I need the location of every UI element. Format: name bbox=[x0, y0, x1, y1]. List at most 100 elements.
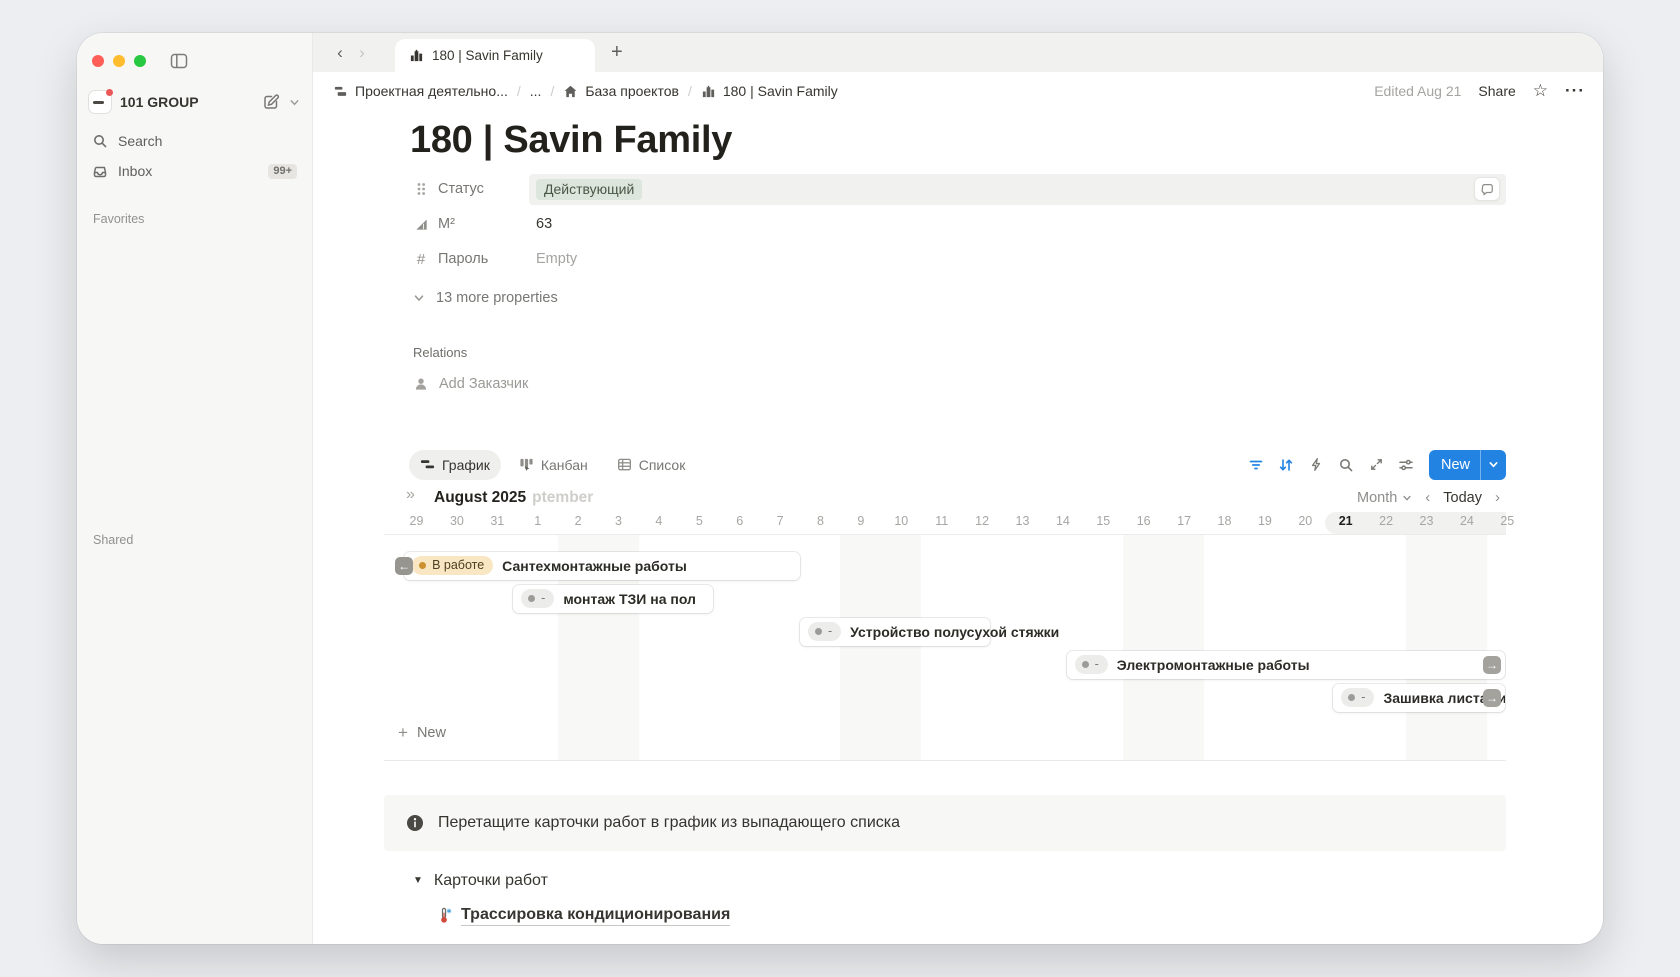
add-relation-row[interactable]: Add Заказчик bbox=[413, 368, 1506, 400]
date-cell[interactable]: 10 bbox=[894, 513, 909, 528]
date-cell[interactable]: 30 bbox=[449, 513, 464, 528]
search-icon[interactable] bbox=[1333, 451, 1360, 478]
page-link-label[interactable]: Трассировка кондиционирования bbox=[461, 906, 731, 926]
date-cell[interactable]: 7 bbox=[776, 513, 784, 528]
date-cell[interactable]: 21 bbox=[1338, 513, 1353, 528]
expand-icon[interactable] bbox=[1363, 451, 1390, 478]
property-row-m2[interactable]: М² 63 bbox=[413, 207, 1506, 242]
breadcrumb-separator: / bbox=[516, 83, 521, 99]
building-icon bbox=[701, 84, 716, 99]
timeline-scale-select[interactable]: Month bbox=[1357, 490, 1412, 506]
zoom-window-button[interactable] bbox=[134, 55, 146, 67]
view-tab-timeline[interactable]: График bbox=[409, 449, 501, 480]
view-settings-icon[interactable] bbox=[1393, 451, 1420, 478]
more-properties-toggle[interactable]: 13 more properties bbox=[413, 281, 1506, 315]
favorite-star-icon[interactable]: ☆ bbox=[1532, 81, 1549, 100]
drag-handle-icon[interactable] bbox=[413, 181, 429, 197]
comment-button[interactable] bbox=[1474, 177, 1500, 202]
continues-right-badge[interactable]: → bbox=[1482, 688, 1501, 707]
continues-right-badge[interactable]: → bbox=[1482, 655, 1501, 674]
property-row-status[interactable]: Статус Действующий bbox=[413, 172, 1506, 207]
date-cell[interactable]: 11 bbox=[935, 513, 949, 528]
zap-icon[interactable] bbox=[1303, 451, 1330, 478]
timeline-new-row[interactable]: + New bbox=[398, 722, 446, 742]
page-title[interactable]: 180 | Savin Family bbox=[410, 119, 733, 161]
timeline-today-button[interactable]: Today bbox=[1443, 489, 1482, 506]
breadcrumb-item[interactable]: Проектная деятельно... bbox=[329, 81, 512, 101]
compose-icon[interactable] bbox=[262, 93, 280, 111]
history-back-icon[interactable]: ‹ bbox=[337, 42, 343, 62]
status-tag[interactable]: Действующий bbox=[536, 178, 643, 200]
breadcrumb-item[interactable]: 180 | Savin Family bbox=[697, 81, 842, 101]
new-item-button[interactable]: New bbox=[1428, 449, 1506, 480]
timeline-card[interactable]: - монтаж ТЗИ на пол bbox=[513, 584, 714, 613]
sidebar-section-shared[interactable]: Shared bbox=[93, 533, 134, 547]
date-cell[interactable]: 13 bbox=[1015, 513, 1030, 528]
tab-active[interactable]: 180 | Savin Family bbox=[395, 39, 595, 72]
date-cell[interactable]: 18 bbox=[1217, 513, 1232, 528]
timeline-body[interactable]: + New ← В работе Сантехмонтажные работы - мон… bbox=[384, 534, 1506, 760]
date-cell[interactable]: 22 bbox=[1379, 513, 1394, 528]
property-value-m2[interactable]: 63 bbox=[536, 216, 553, 233]
more-options-icon[interactable]: ··· bbox=[1565, 81, 1585, 100]
sidebar-item-inbox[interactable]: Inbox 99+ bbox=[77, 156, 312, 186]
date-cell[interactable]: 19 bbox=[1257, 513, 1272, 528]
date-cell[interactable]: 5 bbox=[695, 513, 703, 528]
date-cell[interactable]: 29 bbox=[409, 513, 424, 528]
date-cell[interactable]: 14 bbox=[1055, 513, 1070, 528]
date-cell[interactable]: 15 bbox=[1096, 513, 1111, 528]
date-cell[interactable]: 3 bbox=[615, 513, 622, 528]
timeline-card[interactable]: - Электромонтажные работы → bbox=[1066, 650, 1505, 679]
sort-icon[interactable] bbox=[1273, 451, 1300, 478]
timeline-card[interactable]: ← В работе Сантехмонтажные работы bbox=[395, 551, 800, 580]
timeline-prev-icon[interactable]: ‹ bbox=[1425, 489, 1431, 507]
cards-section-toggle[interactable]: ▼ Карточки работ bbox=[413, 867, 1506, 895]
toggle-triangle-icon[interactable]: ▼ bbox=[413, 875, 423, 887]
close-window-button[interactable] bbox=[92, 55, 104, 67]
minimize-window-button[interactable] bbox=[113, 55, 125, 67]
timeline-date-header[interactable]: 29 30 31 1 2 3 4 5 6 7 8 9 10 11 12 13 14 15 16 17 18 19 20 21 2… bbox=[384, 511, 1514, 535]
timeline-next-icon[interactable]: › bbox=[1495, 489, 1500, 507]
date-cell[interactable]: 1 bbox=[534, 513, 542, 528]
date-cell[interactable]: 12 bbox=[975, 513, 990, 528]
date-cell[interactable]: 8 bbox=[817, 513, 824, 528]
date-cell[interactable]: 20 bbox=[1298, 513, 1313, 528]
jump-forward-icon[interactable]: » bbox=[406, 485, 415, 503]
new-button-chevron-icon[interactable] bbox=[1480, 449, 1506, 480]
history-forward-icon[interactable]: › bbox=[359, 42, 365, 62]
continues-left-badge[interactable]: ← bbox=[395, 556, 414, 575]
date-cell[interactable]: 31 bbox=[490, 513, 505, 528]
page-link-row[interactable]: Трассировка кондиционирования bbox=[436, 901, 1506, 931]
date-cell[interactable]: 25 bbox=[1500, 513, 1515, 528]
property-row-password[interactable]: # Пароль Empty bbox=[413, 242, 1506, 277]
timeline-card[interactable]: - Зашивка листами → bbox=[1333, 683, 1505, 712]
date-cell[interactable]: 23 bbox=[1419, 513, 1434, 528]
filter-icon[interactable] bbox=[1243, 451, 1270, 478]
card-title: Электромонтажные работы bbox=[1116, 656, 1310, 673]
sidebar-item-search[interactable]: Search bbox=[77, 126, 312, 156]
date-cell[interactable]: 2 bbox=[574, 513, 582, 528]
date-cell[interactable]: 4 bbox=[655, 513, 663, 528]
share-button[interactable]: Share bbox=[1478, 83, 1516, 99]
date-cell[interactable]: 24 bbox=[1459, 513, 1474, 528]
sidebar-section-favorites[interactable]: Favorites bbox=[93, 212, 145, 226]
org-icon bbox=[333, 84, 348, 99]
property-value-password[interactable]: Empty bbox=[536, 251, 578, 268]
date-cell[interactable]: 17 bbox=[1177, 513, 1192, 528]
sidebar-toggle-icon[interactable] bbox=[169, 51, 189, 71]
breadcrumb-item[interactable]: База проектов bbox=[559, 81, 683, 101]
view-tab-kanban[interactable]: Канбан bbox=[508, 450, 599, 480]
date-cell[interactable]: 9 bbox=[857, 513, 865, 528]
property-value-status[interactable]: Действующий bbox=[529, 173, 1506, 205]
tab-title: 180 | Savin Family bbox=[432, 48, 543, 63]
breadcrumb-item[interactable]: ... bbox=[526, 81, 546, 101]
weekend-band bbox=[840, 534, 922, 760]
workspace-switcher[interactable]: 101 GROUP bbox=[77, 86, 312, 118]
chevron-down-icon[interactable] bbox=[289, 97, 300, 108]
property-name: Пароль bbox=[438, 251, 489, 268]
date-cell[interactable]: 6 bbox=[736, 513, 744, 528]
view-tab-list[interactable]: Список bbox=[606, 450, 697, 480]
date-cell[interactable]: 16 bbox=[1136, 513, 1151, 528]
new-tab-button[interactable]: + bbox=[611, 41, 623, 63]
timeline-card[interactable]: - Устройство полусухой стяжки bbox=[800, 617, 1059, 646]
